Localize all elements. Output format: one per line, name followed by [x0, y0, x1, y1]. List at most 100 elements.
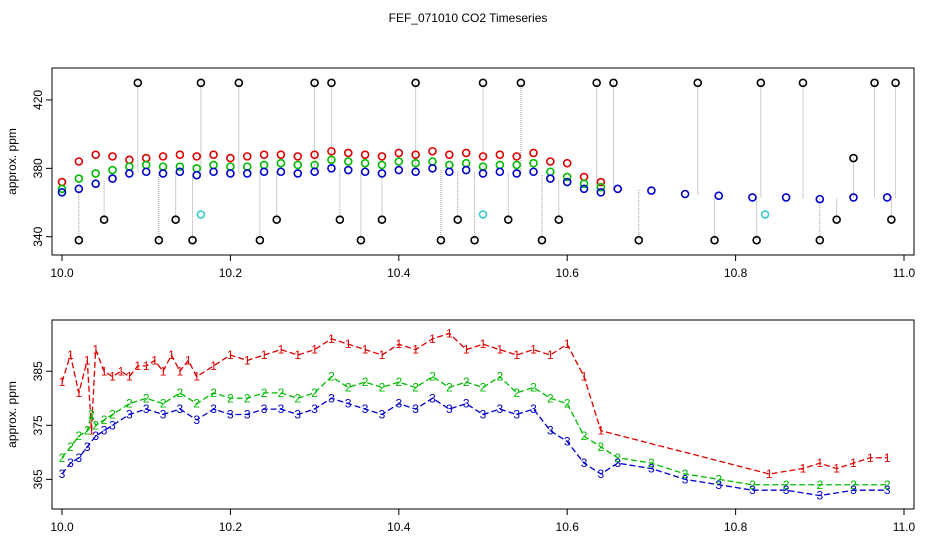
point-series-2	[529, 158, 538, 168]
series-3-marker: 3	[227, 408, 234, 422]
point-series-2	[343, 157, 353, 166]
series-3-marker: 3	[429, 391, 436, 405]
series-1-marker: 1	[530, 343, 537, 357]
series-3-marker: 3	[850, 483, 857, 497]
point-series-1	[579, 172, 589, 182]
point-series-3	[428, 164, 437, 173]
point-outliers	[154, 235, 164, 245]
point-series-1	[478, 152, 488, 161]
point-outliers	[554, 215, 564, 224]
series-2-marker: 2	[530, 380, 537, 394]
point-series-3	[411, 167, 420, 177]
point-series-1	[343, 148, 353, 158]
series-2-marker: 2	[682, 467, 689, 481]
point-outliers	[188, 235, 197, 245]
series-3-marker: 3	[126, 408, 133, 422]
series-2-marker: 2	[261, 386, 268, 400]
point-series-3	[108, 174, 117, 183]
series-2-marker: 2	[614, 451, 621, 465]
series-2-marker: 2	[463, 375, 470, 389]
series-2-marker: 2	[160, 397, 167, 411]
point-series-3	[57, 187, 67, 197]
point-outliers	[592, 78, 601, 88]
point-series-2	[394, 157, 404, 166]
point-outliers	[478, 78, 488, 88]
series-3-marker: 3	[177, 402, 184, 416]
point-series-1	[327, 146, 336, 156]
series-1-marker: 1	[816, 456, 823, 470]
point-outliers	[335, 215, 345, 224]
x-tick-label: 10.2	[219, 520, 243, 534]
point-series-2	[562, 172, 572, 182]
series-2-marker: 2	[816, 478, 823, 492]
point-series-1	[360, 150, 370, 159]
series-2-marker: 2	[480, 380, 487, 394]
series-3-marker: 3	[496, 402, 503, 416]
point-series-1	[562, 158, 572, 168]
x-tick-label: 10.2	[219, 266, 243, 280]
point-outliers	[255, 235, 265, 245]
point-series-2	[209, 160, 218, 170]
point-series-1	[596, 177, 606, 187]
series-1-marker: 1	[168, 348, 175, 362]
point-series-2	[293, 160, 303, 170]
point-series-3	[562, 177, 572, 187]
point-series-3	[849, 193, 858, 202]
point-series-3	[478, 169, 488, 178]
series-3-marker: 3	[379, 408, 386, 422]
series-1-marker: 1	[833, 462, 840, 476]
series-1-marker: 1	[884, 451, 891, 465]
y-tick-label: 380	[31, 158, 45, 178]
point-outliers	[887, 215, 896, 224]
point-outliers	[99, 215, 109, 224]
point-outliers	[411, 78, 420, 88]
series-2-marker: 2	[446, 380, 453, 394]
series-2-marker: 2	[395, 375, 402, 389]
series-3-marker: 3	[84, 440, 91, 454]
series-2-line	[61, 375, 888, 486]
series-3-marker: 3	[648, 462, 655, 476]
point-series-1	[74, 157, 84, 166]
series-2-marker: 2	[227, 391, 234, 405]
series-2-marker: 2	[513, 386, 520, 400]
point-series-2	[445, 160, 454, 170]
point-series-1	[310, 150, 319, 159]
series-1-marker: 1	[867, 451, 874, 465]
series-3-marker: 3	[598, 467, 605, 481]
series-2-marker: 2	[311, 386, 318, 400]
point-series-3	[512, 169, 521, 178]
series-1-marker: 1	[244, 353, 251, 367]
point-series-3	[613, 184, 623, 194]
series-2-marker: 2	[564, 397, 571, 411]
series-3-marker: 3	[884, 483, 891, 497]
point-series-3	[647, 186, 656, 195]
x-tick-label: 10.6	[556, 266, 580, 280]
series-2-marker: 2	[177, 386, 184, 400]
point-outliers	[171, 215, 180, 224]
point-outliers	[327, 78, 336, 88]
point-series-2	[512, 160, 521, 170]
series-1-marker: 1	[101, 364, 108, 378]
point-series-1	[546, 157, 555, 166]
x-tick-label: 10.6	[556, 520, 580, 534]
series-1-marker: 1	[766, 467, 773, 481]
point-outliers	[503, 215, 513, 224]
series-2-marker: 2	[75, 429, 82, 443]
series-3-marker: 3	[278, 402, 285, 416]
series-2-marker: 2	[126, 397, 133, 411]
point-series-3	[259, 167, 269, 177]
point-series-3	[714, 191, 724, 200]
point-series-3	[192, 170, 202, 180]
point-series-3	[394, 165, 404, 175]
series-1-marker: 1	[412, 343, 419, 357]
point-series-1	[125, 155, 134, 165]
series-2-marker: 2	[59, 451, 66, 465]
point-series-1	[242, 152, 252, 161]
figure-title: FEF_071010 CO2 Timeseries	[389, 11, 548, 25]
point-outliers	[234, 78, 244, 88]
y-tick-label: 340	[31, 226, 45, 246]
point-series-2	[495, 160, 505, 170]
series-1-marker: 1	[547, 348, 554, 362]
point-series-2	[546, 167, 555, 177]
